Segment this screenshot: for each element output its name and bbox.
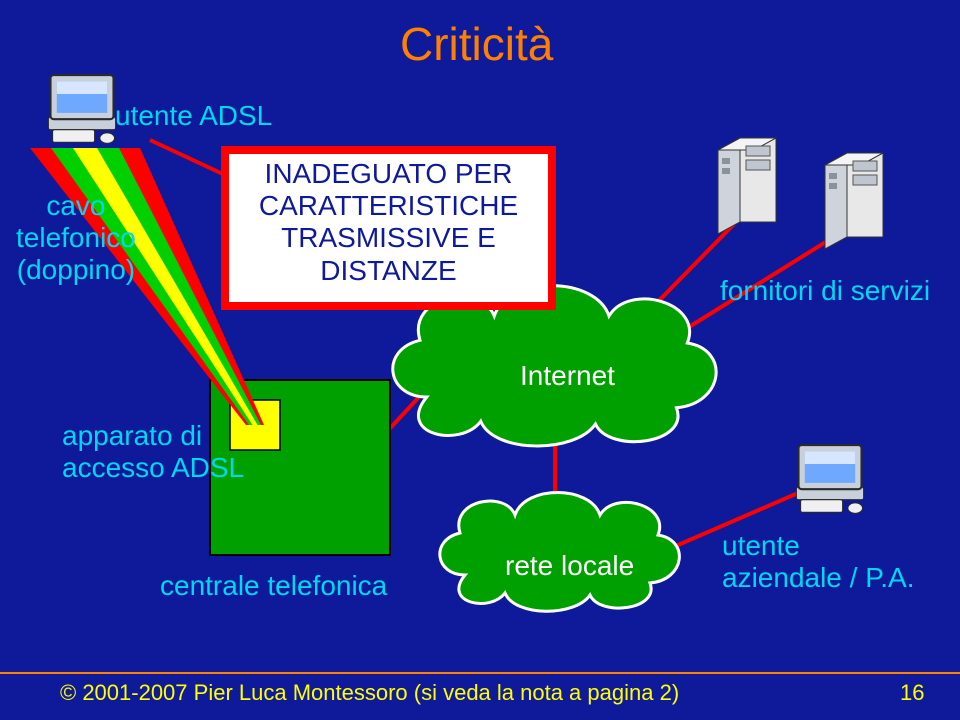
label-internet: Internet bbox=[520, 360, 615, 392]
label-utente-adsl: utente ADSL bbox=[115, 100, 272, 132]
label-apparato: apparato di accesso ADSL bbox=[62, 420, 244, 484]
label-utente-aziendale: utente aziendale / P.A. bbox=[722, 530, 915, 594]
business-user-computer-icon bbox=[796, 445, 863, 513]
footer-page-number: 16 bbox=[900, 680, 924, 705]
server-icon-1 bbox=[718, 138, 776, 234]
server-icon-2 bbox=[825, 153, 883, 249]
callout-text: INADEGUATO PER CARATTERISTICHE TRASMISSI… bbox=[225, 158, 552, 287]
label-cavo: cavo telefonico (doppino) bbox=[16, 190, 136, 287]
adsl-user-computer-icon bbox=[48, 75, 115, 143]
label-fornitori: fornitori di servizi bbox=[720, 275, 930, 307]
footer-copyright: © 2001-2007 Pier Luca Montessoro (si ved… bbox=[60, 680, 679, 705]
label-rete-locale: rete locale bbox=[505, 550, 634, 582]
slide-root: Criticità utente ADSL cavo telefonico (d… bbox=[0, 0, 960, 720]
label-centrale: centrale telefonica bbox=[160, 570, 387, 602]
slide-title: Criticità bbox=[400, 18, 553, 71]
footer-divider bbox=[0, 672, 960, 674]
